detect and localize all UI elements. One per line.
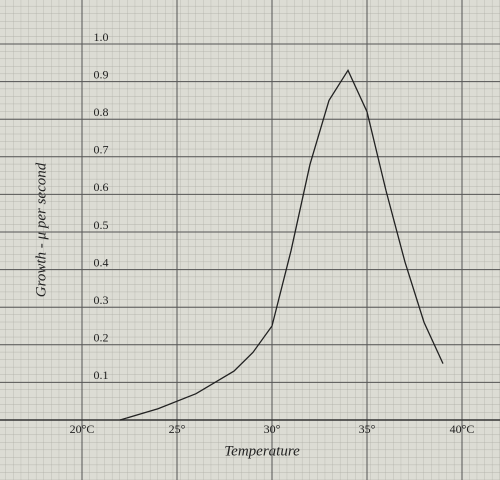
curve (119, 68, 444, 421)
y-tick-label: 0.9 (94, 67, 109, 81)
x-tick-label: 40°C (450, 422, 475, 436)
y-tick-label: 0.6 (94, 180, 109, 194)
y-tick-label: 0.3 (94, 293, 109, 307)
y-tick-label: 0.7 (94, 143, 109, 157)
y-tick-label: 0.8 (94, 105, 109, 119)
y-tick-label: 0.1 (94, 368, 109, 382)
x-axis-label: Temperature (224, 443, 300, 459)
x-tick-label: 20°C (70, 422, 95, 436)
y-axis-label: Growth - μ per second (33, 162, 49, 297)
y-tick-label: 0.2 (94, 331, 109, 345)
y-tick-label: 0.4 (94, 255, 109, 269)
y-tick-label: 0.5 (94, 218, 109, 232)
x-tick-label: 30° (264, 422, 281, 436)
x-tick-label: 35° (359, 422, 376, 436)
y-tick-label: 1.0 (94, 30, 109, 44)
x-tick-label: 25° (169, 422, 186, 436)
